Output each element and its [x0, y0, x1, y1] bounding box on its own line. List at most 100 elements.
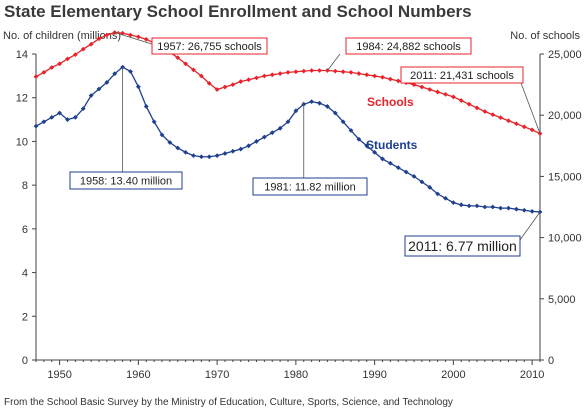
- schools-point: [301, 68, 307, 74]
- students-point: [482, 204, 488, 210]
- students-point: [450, 200, 456, 206]
- right-tick-label: 5,000: [548, 294, 576, 306]
- students-point: [490, 204, 496, 210]
- left-axis-label: No. of children (millions): [3, 30, 121, 42]
- students-point: [254, 139, 259, 144]
- schools-point: [317, 68, 322, 73]
- left-tick-label: 8: [22, 180, 28, 192]
- schools-point: [348, 69, 354, 75]
- schools-point: [57, 61, 63, 67]
- schools-point: [33, 74, 39, 80]
- schools-point: [427, 87, 433, 92]
- students-point: [269, 130, 275, 136]
- schools-point: [498, 115, 504, 121]
- students-point: [191, 153, 196, 159]
- schools-point: [513, 121, 519, 127]
- x-tick-label: 1960: [126, 369, 150, 381]
- schools-point: [411, 82, 417, 87]
- students-point: [151, 119, 157, 125]
- left-tick-label: 0: [22, 355, 28, 367]
- students-point: [395, 165, 401, 171]
- annotation-leader: [327, 53, 341, 71]
- students-point: [498, 205, 504, 211]
- schools-point: [387, 76, 393, 82]
- schools-point: [293, 69, 299, 75]
- students-point: [474, 203, 480, 209]
- students-point: [183, 149, 189, 155]
- students-point: [65, 117, 70, 122]
- right-tick-label: 15,000: [548, 171, 582, 183]
- annotations: 1957: 26,755 schools 1984: 24,882 schools…: [69, 32, 541, 257]
- students-point: [222, 151, 228, 156]
- schools-point: [450, 94, 456, 100]
- schools-point: [474, 105, 480, 111]
- annotation-label: 1957: 26,755 schools: [157, 41, 262, 53]
- schools-point: [49, 65, 55, 70]
- students-series-label: Students: [366, 138, 418, 152]
- schools-point: [222, 84, 228, 90]
- schools-point: [435, 89, 441, 95]
- students-point: [57, 110, 63, 116]
- schools-point: [175, 55, 181, 61]
- students-point: [387, 160, 393, 166]
- schools-point: [309, 68, 315, 73]
- schools-point: [285, 69, 291, 75]
- students-point: [317, 100, 322, 106]
- students-point: [214, 153, 220, 159]
- students-point: [332, 110, 338, 116]
- students-point: [128, 69, 133, 74]
- students-point: [33, 123, 39, 129]
- schools-point: [364, 72, 370, 78]
- students-point: [143, 104, 149, 109]
- students-point: [238, 146, 244, 152]
- schools-point: [191, 67, 196, 73]
- students-point: [285, 119, 291, 125]
- schools-point: [214, 87, 220, 92]
- source-note: From the School Basic Survey by the Mini…: [4, 397, 453, 408]
- schools-point: [254, 75, 259, 81]
- students-point: [112, 71, 118, 77]
- x-tick-label: 2000: [441, 369, 465, 381]
- students-point: [41, 119, 47, 125]
- students-point: [529, 208, 535, 214]
- schools-point: [65, 56, 70, 62]
- students-point: [435, 191, 441, 197]
- schools-point: [466, 101, 472, 107]
- schools-point: [183, 61, 189, 67]
- right-tick-label: 25,000: [548, 49, 582, 61]
- left-tick-label: 6: [22, 224, 28, 236]
- axes: 0 2 4 6 8 10 12 14 0 5,000 10,000 15,000 20,000 25,00…: [16, 49, 582, 381]
- students-point: [261, 134, 267, 140]
- annotation-box: [151, 37, 268, 55]
- schools-point: [41, 69, 47, 75]
- students-point: [364, 143, 370, 149]
- annotation-label: 2011: 21,431 schools: [410, 70, 514, 82]
- annotation-box: [345, 37, 472, 55]
- students-point: [277, 125, 283, 131]
- schools-point: [206, 80, 212, 86]
- students-series: Students: [33, 64, 543, 215]
- schools-point: [356, 71, 362, 76]
- schools-point: [395, 78, 401, 84]
- students-point: [427, 184, 433, 190]
- schools-point: [490, 112, 496, 117]
- schools-point: [104, 32, 110, 38]
- students-point: [175, 145, 181, 151]
- students-point: [198, 154, 204, 160]
- x-tick-label: 1990: [362, 369, 386, 381]
- schools-point: [340, 69, 346, 75]
- schools-point: [419, 84, 425, 90]
- students-point: [167, 140, 173, 145]
- schools-point: [332, 68, 338, 74]
- annotation-label: 1981: 11.82 million: [264, 182, 356, 194]
- students-point: [49, 114, 55, 120]
- x-tick-label: 1970: [205, 369, 229, 381]
- annotation-label: 1958: 13.40 million: [80, 176, 172, 188]
- right-tick-label: 20,000: [548, 110, 582, 122]
- students-point: [419, 179, 425, 185]
- students-point: [309, 99, 315, 105]
- schools-point: [238, 79, 244, 84]
- students-point: [356, 136, 362, 142]
- right-tick-label: 10,000: [548, 233, 582, 245]
